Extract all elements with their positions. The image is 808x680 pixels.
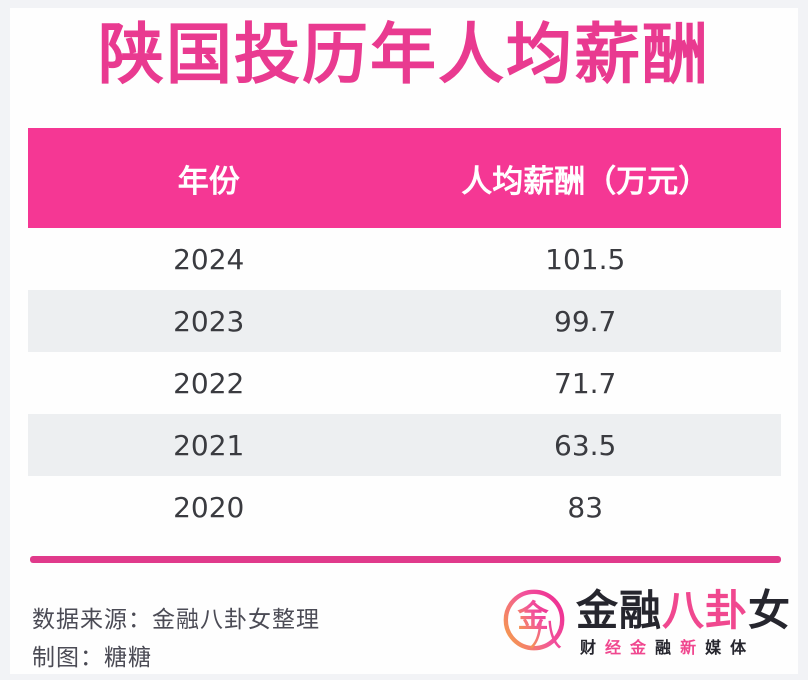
- brand-footer: 金 八 金融八卦女 财经金融新媒体: [498, 584, 790, 668]
- brand-name-segment: 八卦: [662, 586, 749, 635]
- salary-cell: 63.5: [554, 428, 617, 462]
- brand-subtitle-char: 财: [580, 638, 606, 657]
- brand-logo-icon: 金 八: [503, 589, 565, 654]
- salary-cell: 83: [567, 490, 604, 524]
- brand-subtitle-char: 融: [655, 638, 681, 657]
- table-header-row: 年份 人均薪酬（万元）: [28, 128, 781, 228]
- brand-subtitle-char: 金: [630, 638, 656, 657]
- brand-name: 金融八卦女: [576, 590, 791, 632]
- year-column-header: 年份: [177, 163, 240, 200]
- table-row: 2023 99.7: [28, 290, 781, 352]
- salary-cell: 101.5: [545, 242, 626, 276]
- year-cell: 2020: [173, 490, 245, 524]
- brand-subtitle-char: 新: [680, 638, 706, 657]
- salary-cell: 99.7: [554, 304, 617, 338]
- salary-table: 2024 101.5 2023 99.7 2022 71.7 2021 63.5 2020 83: [28, 228, 781, 538]
- logo-char-jin: 金: [516, 599, 549, 635]
- year-cell: 2023: [173, 304, 245, 338]
- table-row: 2020 83: [28, 476, 781, 538]
- table-row: 2022 71.7: [28, 352, 781, 414]
- brand-subtitle: 财经金融新媒体: [580, 640, 755, 656]
- brand-subtitle-char: 经: [605, 638, 631, 657]
- year-cell: 2021: [173, 428, 245, 462]
- brand-subtitle-char: 媒: [705, 638, 731, 657]
- year-cell: 2022: [173, 366, 245, 400]
- table-row: 2021 63.5: [28, 414, 781, 476]
- page-title: 陕国投历年人均薪酬: [98, 15, 710, 93]
- brand-subtitle-char: 体: [730, 638, 756, 657]
- data-source-text: 数据来源：金融八卦女整理: [32, 607, 320, 633]
- chart-credit-text: 制图：糖糖: [32, 645, 152, 671]
- salary-cell: 71.7: [554, 366, 617, 400]
- year-cell: 2024: [173, 242, 245, 276]
- pink-divider-line: [30, 556, 781, 563]
- logo-char-ba: 八: [529, 615, 562, 654]
- table-row: 2024 101.5: [28, 228, 781, 290]
- brand-name-segment: 女: [748, 586, 792, 635]
- brand-name-segment: 金融: [576, 586, 663, 635]
- salary-column-header: 人均薪酬（万元）: [461, 163, 710, 200]
